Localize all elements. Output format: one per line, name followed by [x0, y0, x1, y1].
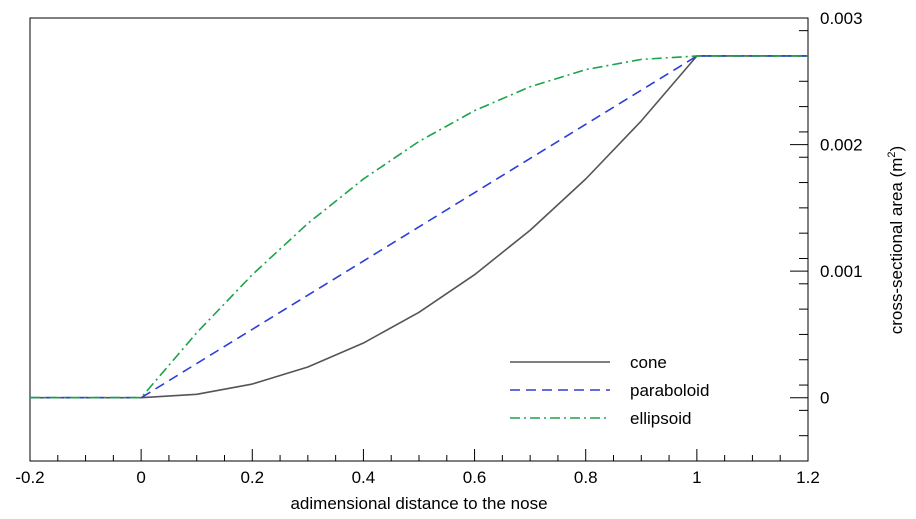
x-tick-labels: -0.2 0 0.2 0.4 0.6 0.8 1 1.2 — [15, 468, 819, 487]
y-axis-label: cross-sectional area (m2) — [886, 146, 906, 334]
x-tick-label: -0.2 — [15, 468, 44, 487]
y-axis-label-superscript: 2 — [886, 151, 898, 157]
x-tick-label: 0 — [136, 468, 145, 487]
x-tick-label: 1.2 — [796, 468, 820, 487]
legend-label-ellipsoid: ellipsoid — [630, 409, 691, 428]
series-lines — [30, 55, 808, 399]
y-tick-label: 0.001 — [820, 262, 863, 281]
x-axis-label: adimensional distance to the nose — [290, 494, 547, 513]
x-tick-label: 0.4 — [352, 468, 376, 487]
legend-label-cone: cone — [630, 353, 667, 372]
y-tick-labels: 0 0.001 0.002 0.003 — [820, 9, 863, 408]
y-tick-label: 0.003 — [820, 9, 863, 28]
x-tick-label: 0.8 — [574, 468, 598, 487]
y-axis-label-close: ) — [887, 146, 906, 152]
y-tick-label: 0.002 — [820, 136, 863, 155]
legend-label-paraboloid: paraboloid — [630, 381, 709, 400]
legend: cone paraboloid ellipsoid — [510, 353, 709, 428]
series-line-paraboloid — [30, 55, 808, 399]
x-tick-label: 1 — [692, 468, 701, 487]
series-line-cone — [30, 55, 808, 399]
x-tick-label: 0.6 — [463, 468, 487, 487]
y-tick-label: 0 — [820, 389, 829, 408]
series-line-ellipsoid — [30, 55, 808, 399]
major-ticks — [29, 17, 809, 461]
x-tick-label: 0.2 — [240, 468, 264, 487]
y-axis-label-main: cross-sectional area (m — [887, 158, 906, 335]
